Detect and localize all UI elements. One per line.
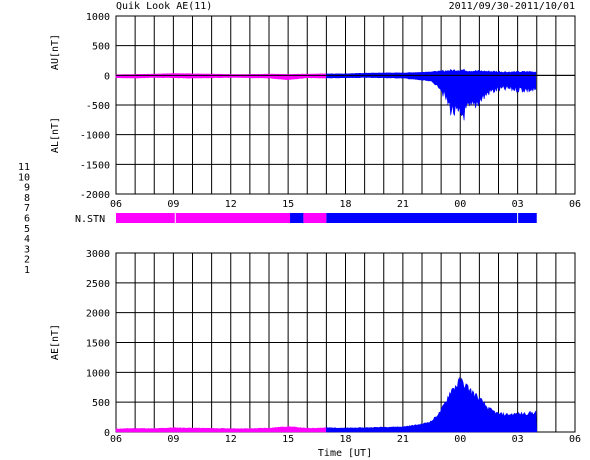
station-legend-item: 5 [24, 224, 30, 235]
x-tick-label: 15 [282, 199, 294, 210]
y-tick-label: 0 [104, 71, 110, 82]
x-tick-label: 12 [225, 199, 237, 210]
station-legend-item: 3 [24, 244, 30, 255]
y-tick-label: -500 [86, 101, 110, 112]
ae-area-blue [326, 376, 538, 433]
x-tick-label: 21 [397, 434, 409, 445]
plot-frame [115, 15, 576, 195]
x-tick-label: 03 [512, 199, 524, 210]
station-segment [290, 213, 304, 223]
al-axis-label: AL[nT] [50, 117, 61, 153]
ae-area-magenta [115, 425, 327, 433]
x-tick-label: 15 [282, 434, 294, 445]
x-tick-label: 06 [569, 434, 581, 445]
x-tick-label: 21 [397, 199, 409, 210]
y-tick-label: 3000 [86, 249, 110, 260]
au-al-area-blue [326, 68, 537, 121]
x-tick-label: 00 [454, 434, 466, 445]
y-tick-label: -1000 [80, 131, 110, 142]
au-axis-label: AU[nT] [50, 34, 61, 70]
station-legend-item: 9 [24, 183, 30, 194]
y-tick-label: 500 [92, 398, 110, 409]
station-legend-item: 6 [24, 214, 30, 225]
station-bar-label: N.STN [75, 214, 105, 225]
x-tick-label: 09 [167, 199, 179, 210]
station-legend-item: 7 [24, 203, 30, 214]
ae-axis-label: AE[nT] [50, 324, 61, 360]
y-tick-label: 1000 [86, 12, 110, 23]
station-segment [303, 213, 327, 223]
station-segment [326, 213, 518, 223]
x-tick-label: 06 [110, 199, 122, 210]
x-tick-label: 09 [167, 434, 179, 445]
station-legend-item: 8 [24, 193, 30, 204]
station-legend-item: 1 [24, 265, 30, 276]
x-tick-label: 03 [512, 434, 524, 445]
x-tick-label: 18 [339, 199, 351, 210]
chart-title: Quik Look AE(11) [116, 1, 212, 12]
station-legend-item: 11 [18, 162, 30, 173]
x-tick-label: 12 [225, 434, 237, 445]
y-tick-label: -2000 [80, 190, 110, 201]
station-segment [517, 213, 537, 223]
y-tick-label: 1500 [86, 339, 110, 350]
x-axis-title: Time [UT] [318, 448, 372, 459]
station-legend-item: 10 [18, 172, 30, 183]
station-count-bar [116, 213, 537, 223]
station-segment [175, 213, 291, 223]
station-legend-item: 4 [24, 234, 30, 245]
y-tick-label: 2000 [86, 309, 110, 320]
station-legend-item: 2 [24, 255, 30, 266]
x-tick-label: 06 [110, 434, 122, 445]
au-al-area-magenta [115, 73, 327, 80]
y-tick-label: 2500 [86, 279, 110, 290]
y-tick-label: 1000 [86, 368, 110, 379]
y-tick-label: 0 [104, 428, 110, 439]
x-tick-label: 18 [339, 434, 351, 445]
station-segment [116, 213, 176, 223]
x-tick-label: 06 [569, 199, 581, 210]
date-range: 2011/09/30-2011/10/01 [449, 1, 575, 12]
y-tick-label: -1500 [80, 160, 110, 171]
y-tick-label: 500 [92, 42, 110, 53]
x-tick-label: 00 [454, 199, 466, 210]
